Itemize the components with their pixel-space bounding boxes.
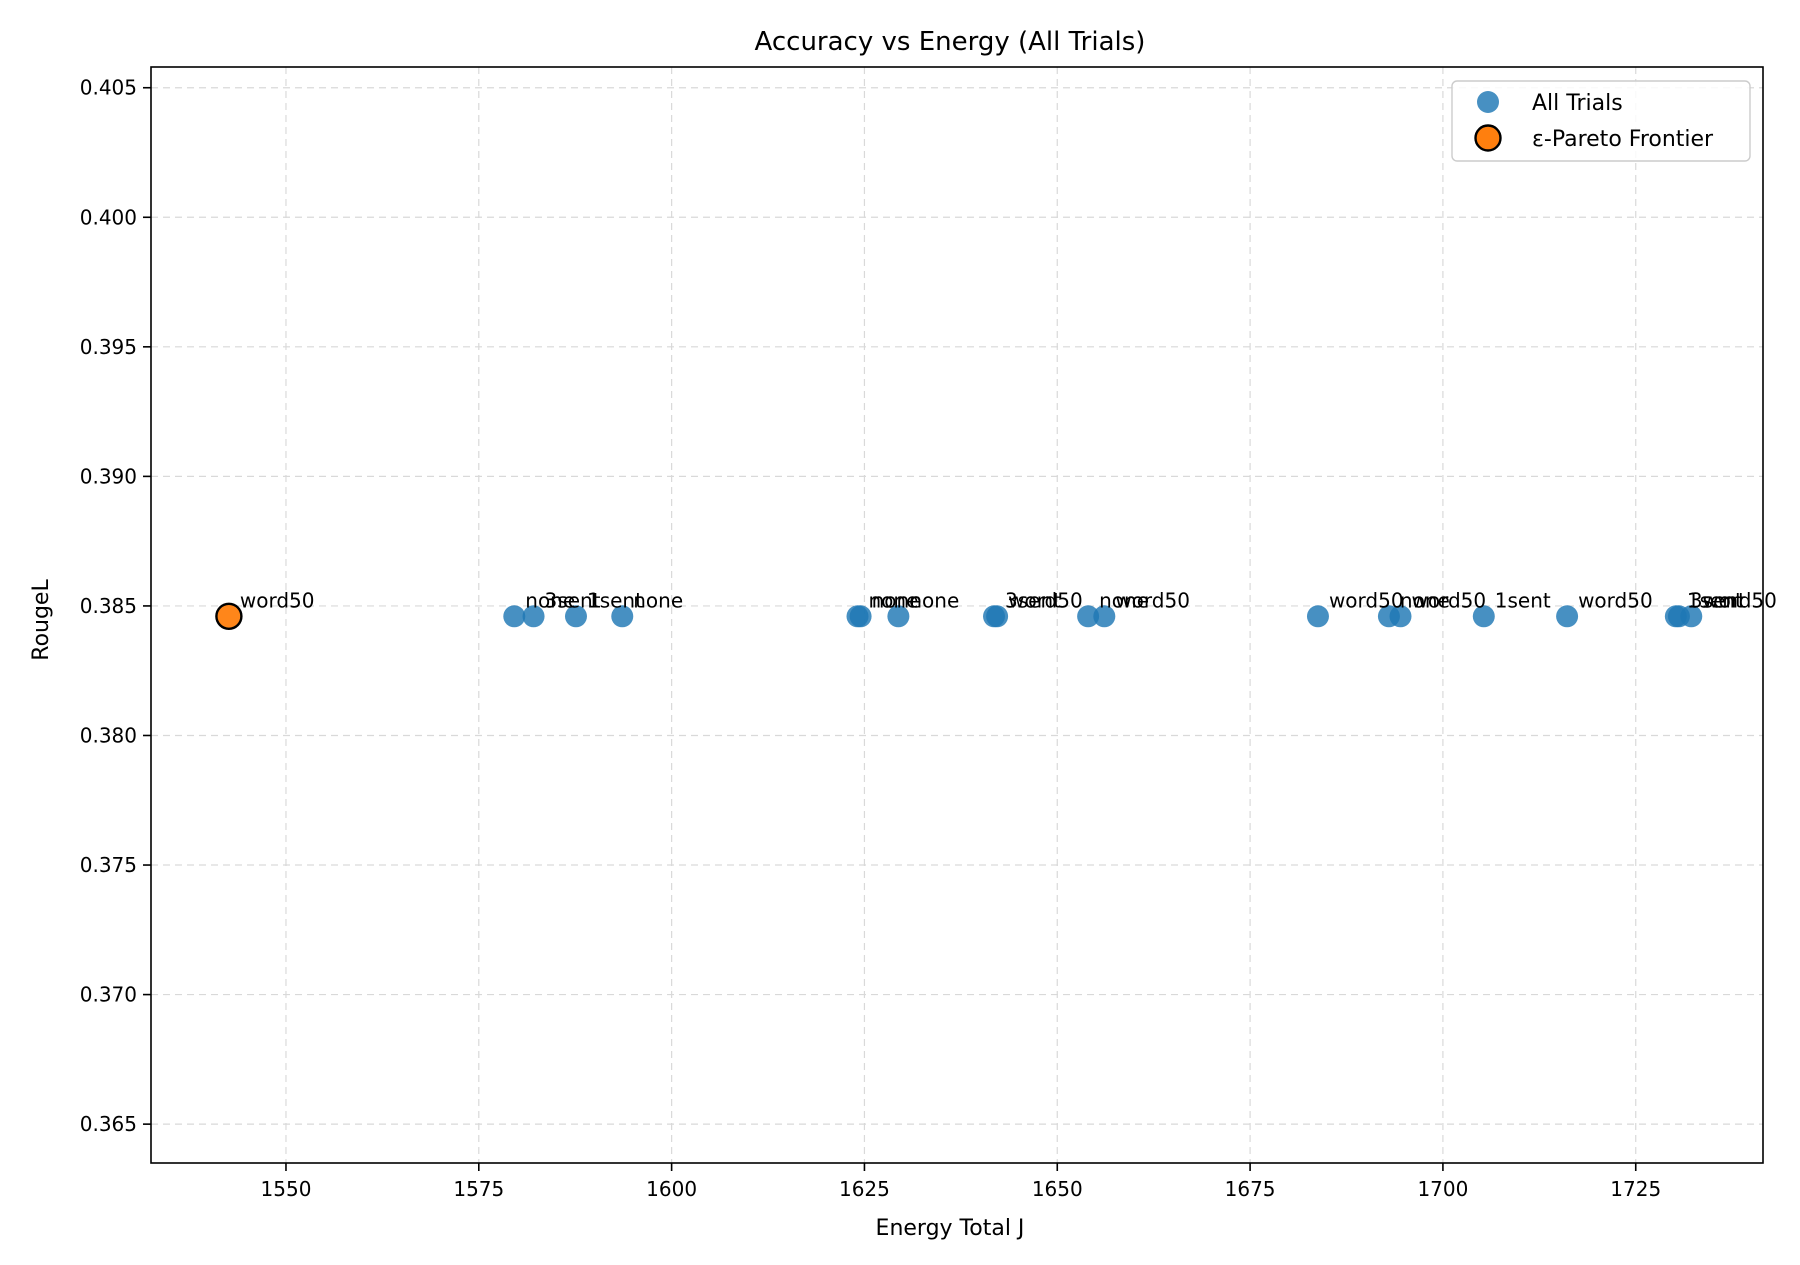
x-tick-label: 1575 (453, 1177, 504, 1201)
point-label: 1sent (587, 588, 643, 612)
trial-point (1077, 605, 1100, 628)
point-label: 3sent (545, 588, 601, 612)
legend-label-all-trials: All Trials (1532, 91, 1623, 116)
y-tick-label: 0.390 (80, 464, 137, 488)
x-tick-label: 1725 (1610, 1177, 1661, 1201)
legend-marker-all-trials (1477, 91, 1499, 113)
point-label: 1sent (1687, 588, 1743, 612)
point-label: none (1099, 588, 1149, 612)
point-label: 1sent (1495, 588, 1551, 612)
x-tick-label: 1550 (261, 1177, 312, 1201)
trial-point (611, 605, 634, 628)
point-label: none (633, 588, 683, 612)
point-label: none (525, 588, 575, 612)
x-tick-label: 1675 (1225, 1177, 1276, 1201)
point-label: 3sent (1690, 588, 1746, 612)
x-tick-label: 1600 (646, 1177, 697, 1201)
trial-point (1472, 605, 1495, 628)
point-label: word50 (1329, 588, 1404, 612)
trial-point (986, 605, 1009, 628)
trial-point (1556, 605, 1579, 628)
x-tick-label: 1700 (1417, 1177, 1468, 1201)
point-label: word50 (1702, 588, 1777, 612)
point-label: none (872, 588, 922, 612)
trial-point (1389, 605, 1412, 628)
y-tick-label: 0.380 (80, 723, 137, 747)
legend-label-pareto: ε-Pareto Frontier (1532, 127, 1714, 152)
pareto-point (215, 602, 243, 630)
point-label: word50 (1008, 588, 1083, 612)
trial-point (1093, 605, 1116, 628)
y-tick-label: 0.395 (80, 335, 137, 359)
point-label: none (909, 588, 959, 612)
y-tick-label: 0.405 (80, 76, 137, 100)
legend-box (1451, 80, 1751, 162)
x-tick-label: 1650 (1032, 1177, 1083, 1201)
point-label: word50 (1578, 588, 1653, 612)
trial-point (1306, 605, 1329, 628)
trial-point (1680, 605, 1703, 628)
trial-point (887, 605, 910, 628)
plot-frame (150, 66, 1764, 1164)
y-tick-label: 0.365 (80, 1112, 137, 1136)
chart-title: Accuracy vs Energy (All Trials) (755, 27, 1146, 57)
legend: All Trials ε-Pareto Frontier (1451, 80, 1751, 162)
y-tick-label: 0.375 (80, 853, 137, 877)
trial-point (564, 605, 587, 628)
trial-point (849, 605, 872, 628)
trial-point (503, 605, 526, 628)
point-label: none (869, 588, 919, 612)
legend-marker-pareto (1474, 124, 1502, 152)
point-label: none (1400, 588, 1450, 612)
point-label: 3sent (1005, 588, 1061, 612)
y-axis-title: RougeL (29, 579, 54, 661)
trial-point (522, 605, 545, 628)
y-tick-label: 0.400 (80, 205, 137, 229)
x-axis-title: Energy Total J (876, 1216, 1025, 1241)
y-tick-label: 0.385 (80, 594, 137, 618)
point-label: word50 (1115, 588, 1190, 612)
point-label: word50 (1411, 588, 1486, 612)
x-tick-label: 1625 (839, 1177, 890, 1201)
point-label: word50 (240, 588, 315, 612)
y-tick-label: 0.370 (80, 983, 137, 1007)
